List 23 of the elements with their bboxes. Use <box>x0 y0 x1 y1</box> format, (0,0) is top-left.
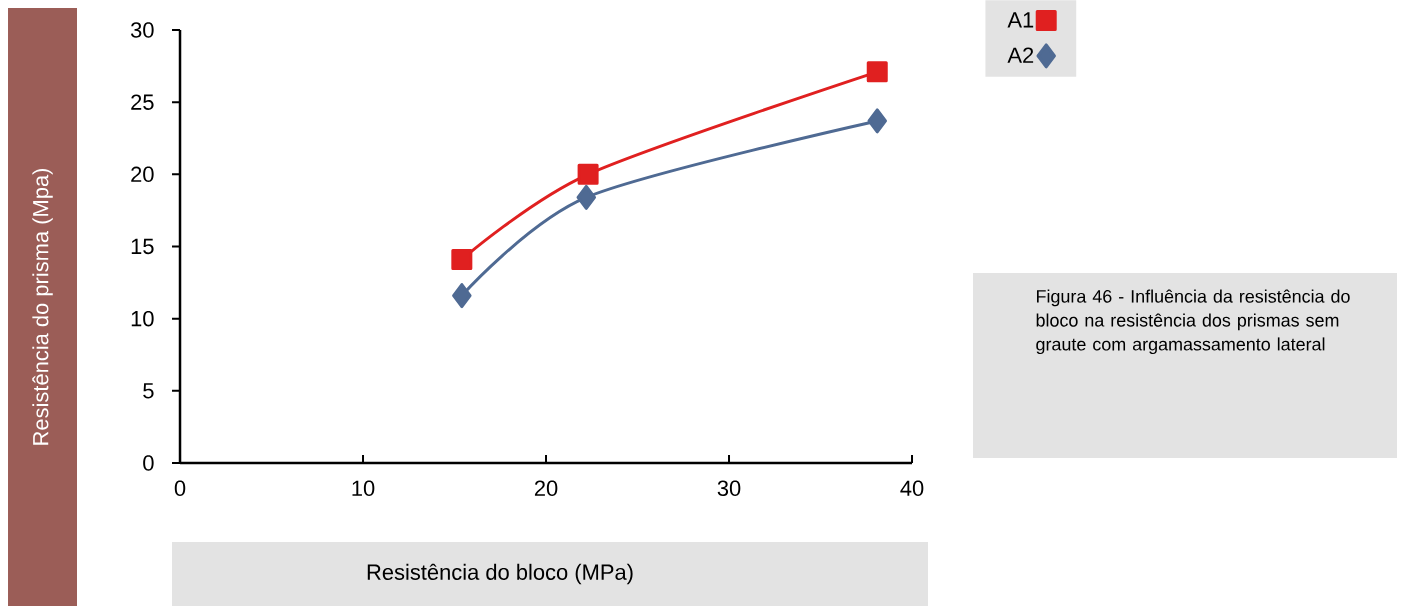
y-tick-label: 20 <box>131 166 154 183</box>
point <box>867 108 887 134</box>
x-tick-label: 30 <box>717 480 741 497</box>
x-tick-label: 20 <box>534 480 558 497</box>
point <box>577 163 599 185</box>
legend-label: A2 <box>1007 47 1034 63</box>
y-axis-title: Resistência do prisma (Mpa) <box>32 168 53 445</box>
point <box>866 61 888 83</box>
y-tick-label: 0 <box>143 455 154 471</box>
legend-label: A1 <box>1007 12 1034 28</box>
point <box>452 283 472 309</box>
x-tick-label: 0 <box>174 480 186 497</box>
y-tick-label: 30 <box>130 22 154 38</box>
x-axis-title: Resistência do bloco (MPa) <box>367 563 633 585</box>
point <box>576 184 597 210</box>
y-tick-label: 5 <box>143 383 154 399</box>
y-tick-label: 15 <box>131 238 154 255</box>
x-tick-label: 40 <box>900 480 924 497</box>
y-tick-label: 25 <box>131 94 154 110</box>
point <box>451 248 473 270</box>
text: Figura 46 - Influência da resistência do bloco na resistência dos prismas sem graute com argamassamento lateral <box>1036 289 1350 355</box>
y-tick-label: 10 <box>131 310 154 327</box>
x-tick-label: 10 <box>352 480 375 497</box>
